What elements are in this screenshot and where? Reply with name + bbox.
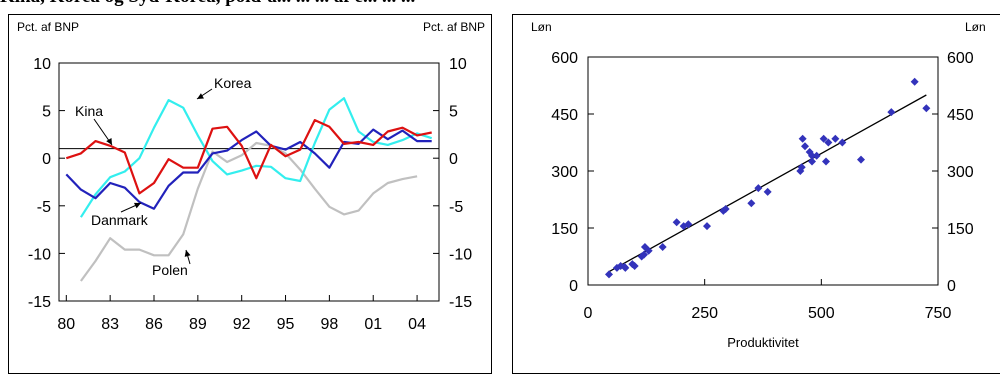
scatter-point (796, 167, 805, 175)
plot-frame (58, 62, 440, 302)
scatter-point (887, 108, 896, 117)
y-tick-label-right: 0 (449, 151, 458, 168)
scatter-point (838, 138, 847, 147)
y-tick-label-left: 0 (42, 151, 51, 168)
x-tick-label: 0 (584, 305, 593, 322)
scatter-point (808, 157, 816, 166)
x-tick-label: 500 (808, 305, 835, 322)
x-tick-label: 89 (189, 316, 207, 333)
scatter-point (679, 222, 688, 231)
right-axis-unit: Pct. af BNP (423, 20, 485, 34)
scatter-point (637, 252, 646, 261)
x-tick-label: 83 (101, 316, 119, 333)
scatter-point (808, 151, 816, 160)
series-line-korea (79, 97, 433, 218)
scatter-point (910, 77, 919, 86)
scatter-point (703, 222, 711, 231)
y-tick-label-left: 300 (551, 164, 578, 181)
scatter-point (922, 104, 931, 113)
scatter-point (819, 134, 828, 143)
trend-line (608, 94, 927, 273)
y-tick-label-left: -5 (37, 199, 51, 216)
y-tick-label-right: 0 (947, 278, 956, 295)
page-heading: Kina, Korea og Syd-Korea, pold-a... ... … (0, 0, 1000, 8)
x-tick-label: 86 (145, 316, 163, 333)
scatter-point (763, 187, 772, 196)
annotation-label-danmark: Danmark (91, 212, 149, 228)
right-chart-panel: Løn Løn 0 0 150 150 300 300 450 450 600 600 0 250 500 7… (512, 14, 1000, 374)
scatter-point (747, 199, 756, 208)
right-axis-unit: Løn (965, 20, 986, 34)
scatter-point (824, 138, 833, 147)
left-line-chart: Pct. af BNP Pct. af BNP -15 -15 -10 -10 -5 -5 0 0… (17, 20, 485, 333)
y-tick-label-right: -15 (449, 294, 472, 311)
scatter-point (616, 262, 625, 270)
annotation-arrow-korea (197, 93, 204, 99)
annotation-label-korea: Korea (214, 75, 252, 91)
left-axis-unit: Pct. af BNP (17, 20, 79, 34)
scatter-point (612, 263, 621, 272)
scatter-point (822, 157, 830, 166)
scatter-point (801, 142, 809, 151)
scatter-point (644, 246, 653, 255)
annotation-arrow-polen (184, 250, 191, 257)
scatter-point (640, 243, 649, 251)
scatter-point (812, 151, 821, 160)
x-tick-label: 92 (233, 316, 251, 333)
x-tick-label: 750 (925, 305, 952, 322)
y-tick-label-right: 600 (947, 50, 974, 67)
y-tick-label-left: 600 (551, 50, 578, 67)
y-tick-label-left: 0 (569, 278, 578, 295)
x-tick-label: 98 (320, 316, 338, 333)
y-tick-label-left: 5 (42, 104, 51, 121)
scatter-point (684, 220, 693, 229)
y-tick-label-right: 5 (449, 104, 458, 121)
y-tick-label-right: 450 (947, 107, 974, 124)
x-tick-label: 01 (364, 316, 382, 333)
series-line-danmark (65, 128, 432, 210)
plot-frame (587, 56, 939, 286)
x-tick-label: 95 (277, 316, 295, 333)
y-tick-label-left: 10 (33, 56, 51, 73)
scatter-point (672, 218, 681, 227)
y-tick-label-left: 150 (551, 221, 578, 238)
y-tick-label-right: 10 (449, 56, 467, 73)
x-tick-label: 04 (408, 316, 426, 333)
scatter-point (797, 163, 806, 172)
y-tick-label-right: 150 (947, 221, 974, 238)
y-tick-label-left: -10 (28, 246, 51, 263)
scatter-point (754, 184, 763, 193)
scatter-point (621, 263, 630, 272)
annotation-label-polen: Polen (152, 262, 188, 278)
series-line-kina (65, 118, 432, 195)
y-tick-label-right: -10 (449, 246, 472, 263)
y-tick-label-right: 300 (947, 164, 974, 181)
scatter-point (721, 205, 730, 213)
scatter-point (630, 262, 639, 270)
y-tick-label-left: -15 (28, 294, 51, 311)
scatter-point (640, 250, 648, 259)
scatter-point (831, 134, 840, 143)
annotation-label-kina: Kina (75, 103, 103, 119)
annotation-arrow-kina (106, 138, 112, 145)
scatter-point (658, 243, 667, 251)
series-line-polen (80, 141, 418, 282)
x-tick-label: 80 (57, 316, 75, 333)
scatter-point (798, 134, 807, 143)
left-chart-panel: Pct. af BNP Pct. af BNP -15 -15 -10 -10 -5 -5 0 0… (8, 14, 492, 374)
x-axis-label: Produktivitet (727, 335, 799, 350)
scatter-point (605, 270, 613, 279)
scatter-point (857, 155, 865, 164)
y-tick-label-left: 450 (551, 107, 578, 124)
annotation-arrow-danmark (134, 202, 141, 209)
x-tick-label: 250 (691, 305, 718, 322)
left-axis-unit: Løn (531, 20, 552, 34)
y-tick-label-right: -5 (449, 199, 463, 216)
